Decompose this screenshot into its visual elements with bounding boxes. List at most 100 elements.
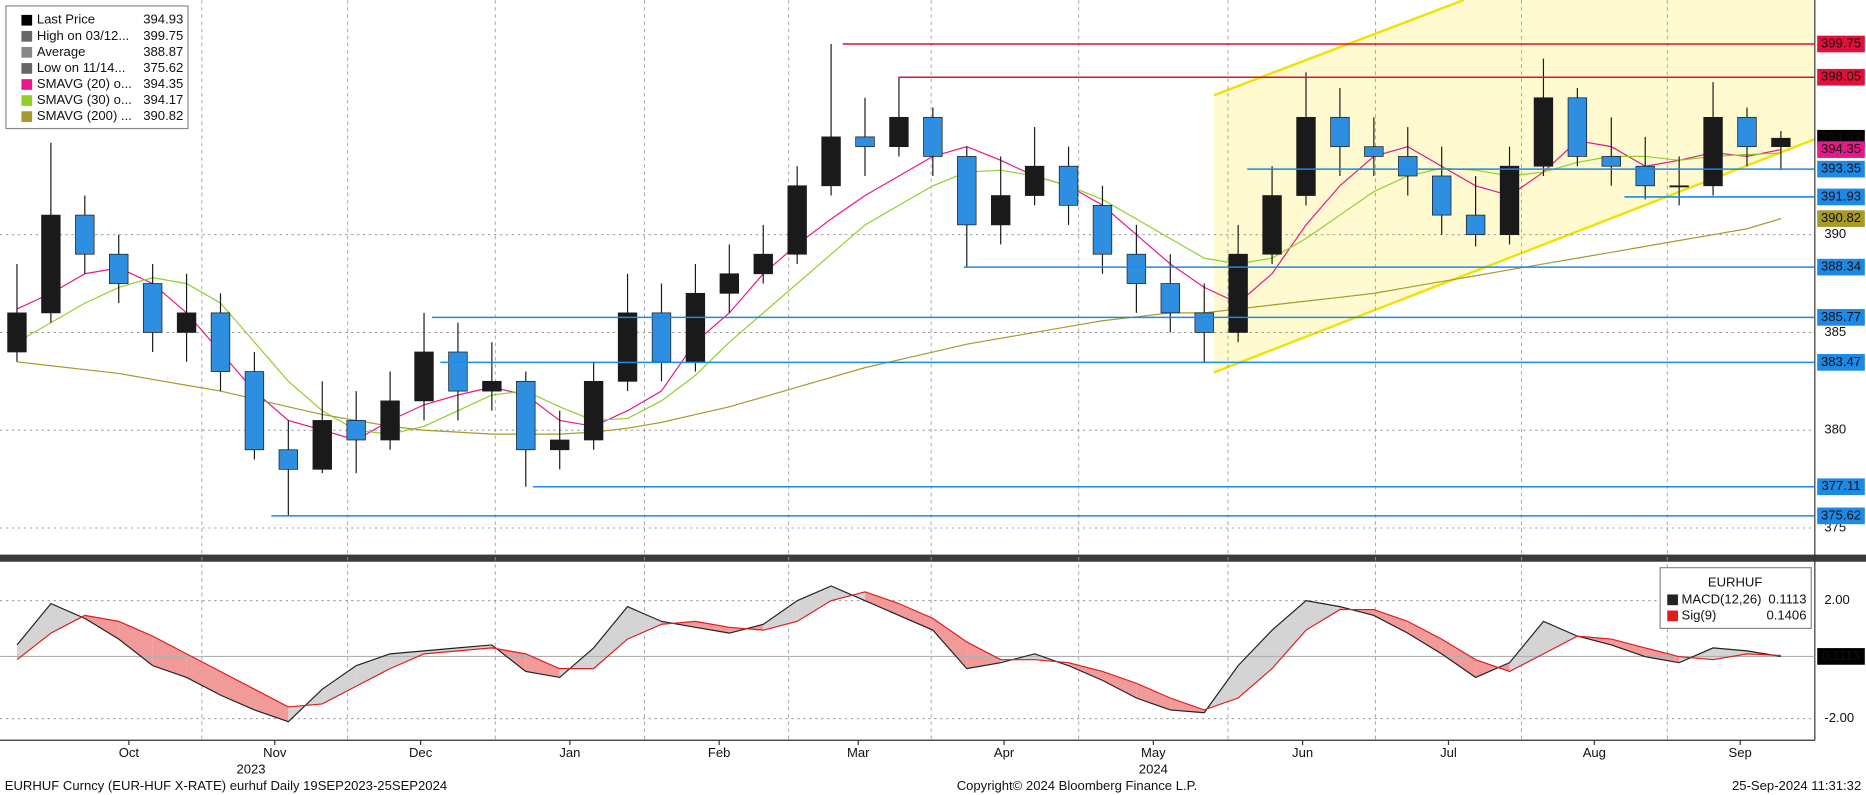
y-tick-label: -2.00 xyxy=(1824,710,1854,725)
x-tick-label: Mar xyxy=(847,745,870,760)
legend-swatch xyxy=(21,95,33,106)
candle-body xyxy=(1126,253,1147,284)
level-box xyxy=(1817,210,1865,227)
macd-fill xyxy=(1543,621,1578,654)
x-tick-label: Dec xyxy=(409,745,433,760)
legend-value: 0.1406 xyxy=(1766,607,1806,622)
level-label: 391.93 xyxy=(1821,188,1861,203)
marks xyxy=(0,43,1815,723)
x-tick-label: Nov xyxy=(263,745,287,760)
macd-fill xyxy=(1645,647,1680,663)
level-box xyxy=(1817,68,1865,86)
macd-legend-box xyxy=(1659,567,1812,629)
level-box xyxy=(1817,160,1865,178)
macd-fill xyxy=(1272,600,1306,669)
year-label: 2023 xyxy=(236,761,265,776)
macd-fill xyxy=(1475,659,1510,678)
legend-value: 388.87 xyxy=(143,44,183,59)
candle-body xyxy=(1194,312,1214,333)
candle-body xyxy=(1635,165,1655,187)
level-box xyxy=(1817,478,1865,496)
y-tick-label: 380 xyxy=(1824,422,1846,437)
macd-fill xyxy=(424,647,458,654)
last-box xyxy=(1817,648,1865,665)
legend-swatch xyxy=(1667,610,1678,622)
legend-value: 394.35 xyxy=(143,76,183,91)
macd-fill xyxy=(356,653,391,687)
macd-fill xyxy=(1373,609,1408,634)
candle-body xyxy=(1703,116,1723,187)
candle-body xyxy=(278,449,299,470)
candle-body xyxy=(1432,175,1452,216)
footer-left: EURHUF Curncy (EUR-HUF X-RATE) eurhuf Da… xyxy=(5,778,447,793)
macd-line xyxy=(16,585,1782,723)
candle-body xyxy=(1398,156,1418,177)
x-tick-label: May xyxy=(1141,745,1166,760)
level-label: 394.35 xyxy=(1821,141,1861,156)
legend-value: 0.1113 xyxy=(1768,591,1806,606)
legend-label: Average xyxy=(37,44,85,59)
macd-fill xyxy=(525,653,560,678)
x-tick-label: Jan xyxy=(559,745,580,760)
legend-value: 394.93 xyxy=(143,12,183,27)
level-box xyxy=(1817,507,1865,525)
candle-body xyxy=(176,312,197,333)
macd-fill xyxy=(695,621,730,634)
candle-body xyxy=(1601,156,1621,167)
level-box xyxy=(1817,35,1865,53)
macd-fill xyxy=(254,689,289,722)
candle-body xyxy=(855,136,875,148)
x-tick-label: Feb xyxy=(708,745,731,760)
level-label: 377.11 xyxy=(1821,478,1860,493)
macd-fill xyxy=(50,603,85,634)
x-tick-label: Apr xyxy=(994,745,1015,760)
level-box xyxy=(1817,188,1865,206)
pane-separator xyxy=(0,554,1866,562)
level-box xyxy=(1817,141,1865,158)
legend-swatch xyxy=(21,111,33,122)
x-tick-label: Jun xyxy=(1292,745,1313,760)
candle-body xyxy=(1499,165,1520,236)
candle-body xyxy=(1024,165,1045,196)
macd-fill xyxy=(17,603,51,660)
candle-body xyxy=(685,292,706,363)
candle-body xyxy=(1669,185,1689,188)
candle-body xyxy=(1771,137,1791,148)
macd-fill xyxy=(627,606,662,640)
candle-body xyxy=(41,214,61,314)
candle-body xyxy=(109,253,129,284)
macd-fill xyxy=(865,591,899,616)
macd-legend-title: EURHUF xyxy=(1708,575,1762,590)
macd-fill xyxy=(797,586,832,622)
candle-body xyxy=(889,116,909,148)
macd-fill xyxy=(390,650,425,669)
legend-label: Sig(9) xyxy=(1682,607,1717,622)
macd-line xyxy=(16,591,1781,711)
macd-fill xyxy=(1238,630,1273,699)
legend-value: 375.62 xyxy=(143,60,183,75)
macd-fill xyxy=(84,615,119,640)
candle-body xyxy=(1533,97,1554,167)
level-label: 390.82 xyxy=(1821,210,1861,225)
candle-body xyxy=(482,380,502,392)
legend-label: Last Price xyxy=(37,12,95,27)
level-box xyxy=(1817,354,1865,371)
labels: Oct Nov Dec Jan Feb Mar Apr May Jun Jul Aug Sep 2023… xyxy=(5,5,1865,776)
level-label: 375.62 xyxy=(1821,507,1861,522)
candle-body xyxy=(7,312,27,353)
candle-body xyxy=(1228,253,1248,333)
macd-fill xyxy=(118,621,153,666)
sma-line xyxy=(16,152,1781,435)
candle-body xyxy=(414,351,434,402)
candle-body xyxy=(312,420,332,470)
year-label: 2024 xyxy=(1139,761,1168,776)
level-label: 398.05 xyxy=(1821,69,1861,84)
legend-swatch xyxy=(21,47,33,58)
candle-body xyxy=(651,312,672,363)
candle-body xyxy=(516,380,536,451)
candle-body xyxy=(991,195,1011,226)
legend-swatch xyxy=(21,79,33,90)
candle-body xyxy=(1567,97,1588,157)
macd-fill xyxy=(763,600,798,631)
legend-label: Low on 11/14... xyxy=(37,60,125,75)
